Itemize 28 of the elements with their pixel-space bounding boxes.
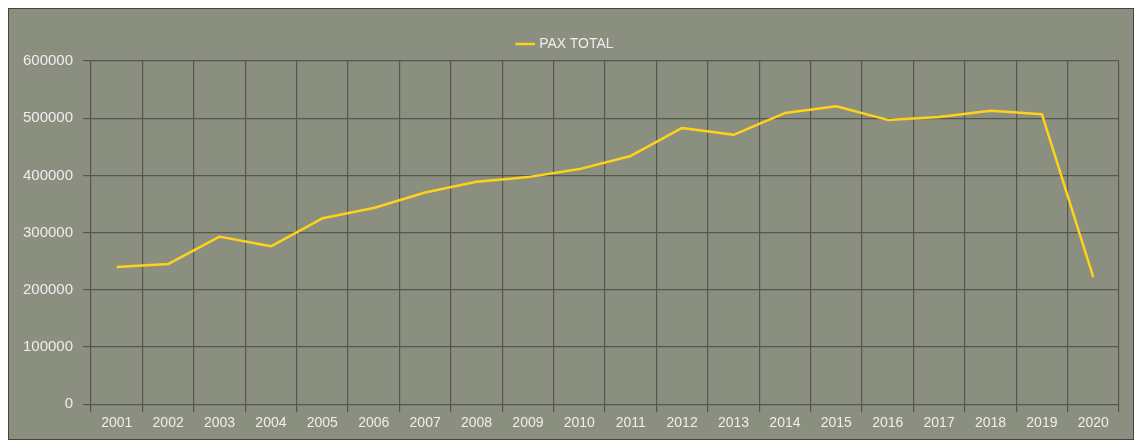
x-tick-label: 2020 [1077,414,1110,431]
x-tick-label: 2013 [717,414,750,431]
y-tick-label: 300000 [22,222,74,240]
x-tick-label: 2012 [666,414,698,431]
x-tick-label: 2016 [872,414,904,431]
x-tick-label: 2004 [255,414,287,431]
y-tick-label: 200000 [22,279,74,297]
x-tick-label: 2010 [563,414,596,431]
x-tick-label: 2015 [820,414,853,431]
legend-label: PAX TOTAL [539,34,614,51]
y-tick-label: 400000 [22,165,74,183]
y-tick-label: 500000 [22,108,74,126]
x-tick-label: 2002 [152,414,184,431]
x-tick-label: 2007 [409,414,441,431]
x-tick-label: 2018 [974,414,1007,431]
x-tick-label: 2009 [512,414,544,431]
x-tick-label: 2003 [203,414,236,431]
x-tick-label: 2005 [306,414,339,431]
x-tick-label: 2006 [358,414,390,431]
y-tick-label: 100000 [22,337,74,355]
x-tick-label: 2019 [1026,414,1058,431]
y-tick-label: 0 [64,394,74,412]
x-tick-label: 2011 [615,414,646,431]
x-tick-label: 2008 [460,414,493,431]
y-tick-label: 600000 [22,51,74,69]
x-tick-label: 2017 [923,414,955,431]
x-tick-label: 2014 [769,414,801,431]
x-tick-label: 2001 [101,414,133,431]
